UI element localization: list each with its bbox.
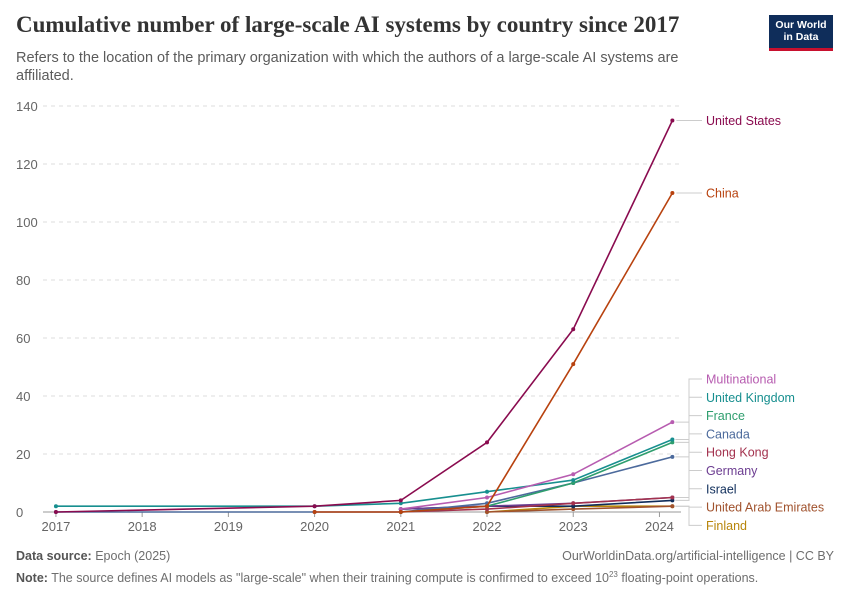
data-point	[485, 507, 490, 512]
y-axis: 0 20 40 60 80 100 120 140	[16, 99, 38, 520]
data-point	[53, 510, 58, 514]
gridlines	[43, 105, 681, 455]
data-point	[571, 501, 576, 506]
data-point	[571, 478, 576, 483]
chart-subtitle: Refers to the location of the primary or…	[16, 50, 679, 84]
y-tick-label: 40	[16, 389, 30, 404]
label-connector	[675, 505, 702, 526]
footer-url[interactable]: OurWorldinData.org/artificial-intelligen…	[562, 549, 834, 563]
series-label: Finland	[706, 519, 747, 533]
data-point	[485, 495, 490, 500]
data-point	[670, 191, 675, 195]
note-text: The source defines AI models as "large-s…	[51, 571, 609, 586]
data-point	[398, 510, 403, 514]
series-label: Hong Kong	[706, 446, 769, 460]
x-tick-label: 2024	[645, 519, 674, 534]
y-tick-label: 140	[16, 99, 38, 114]
x-tick-label: 2023	[559, 519, 588, 534]
source-text: Epoch (2025)	[95, 549, 171, 563]
data-point	[670, 498, 675, 503]
source-label: Data source:	[16, 549, 92, 563]
note-label: Note:	[16, 571, 48, 586]
data-point	[312, 510, 317, 514]
series-line	[55, 456, 673, 513]
x-tick-label: 2018	[128, 519, 157, 534]
y-tick-label: 0	[16, 505, 23, 520]
label-connector	[675, 470, 702, 498]
owid-logo[interactable]: Our World in Data	[769, 15, 833, 51]
series-label: Multinational	[706, 373, 776, 387]
series-label: Germany	[706, 464, 758, 478]
data-point	[571, 481, 576, 485]
note-exponent: 23	[608, 570, 618, 579]
data-point	[398, 501, 403, 506]
data-point	[571, 507, 576, 512]
series-label: China	[706, 187, 739, 201]
chart-title: Cumulative number of large-scale AI syst…	[16, 12, 680, 37]
series-line	[400, 496, 673, 513]
x-tick-label: 2020	[300, 519, 329, 534]
series-line	[400, 441, 673, 513]
data-point	[53, 504, 58, 509]
data-point	[571, 504, 576, 509]
data-point	[571, 472, 576, 477]
data-source: Data source: Epoch (2025)	[16, 549, 170, 563]
label-connector	[675, 415, 702, 443]
data-point	[485, 504, 490, 509]
logo-line-1: Our World	[775, 19, 827, 31]
data-point	[670, 118, 675, 123]
x-tick-label: 2019	[214, 519, 243, 534]
data-point	[670, 420, 675, 425]
data-point	[485, 440, 490, 445]
series-line	[55, 438, 673, 507]
footnote: Note: The source defines AI models as "l…	[16, 570, 758, 585]
series-label: France	[706, 409, 745, 423]
series-label: Canada	[706, 427, 750, 441]
label-connector	[675, 488, 702, 501]
series-line	[400, 421, 673, 510]
data-point	[571, 362, 576, 367]
data-point	[312, 504, 317, 509]
data-point	[398, 498, 403, 503]
x-tick-label: 2021	[386, 519, 415, 534]
x-tick-label: 2017	[41, 519, 70, 534]
series-lines	[53, 118, 675, 514]
data-point	[670, 495, 675, 500]
data-point	[670, 504, 675, 509]
y-tick-label: 120	[16, 157, 38, 172]
data-point	[485, 510, 490, 514]
series-labels: United States China Multinational United Ki…	[675, 114, 824, 533]
label-connector	[675, 433, 702, 458]
data-point	[670, 437, 675, 442]
series-label: United Arab Emirates	[706, 501, 824, 515]
data-point	[670, 440, 675, 445]
data-point	[398, 507, 403, 512]
y-tick-label: 20	[16, 447, 30, 462]
series-label: United Kingdom	[706, 391, 795, 405]
logo-line-2: in Data	[783, 31, 819, 43]
series-label: Israel	[706, 482, 737, 496]
y-tick-label: 60	[16, 331, 30, 346]
series-label: United States	[706, 114, 781, 128]
x-axis: 2017 2018 2019 2020 2021 2022 2023 2024	[41, 511, 681, 534]
y-tick-label: 80	[16, 273, 30, 288]
data-point	[670, 454, 675, 459]
y-tick-label: 100	[16, 215, 38, 230]
data-point	[485, 489, 490, 494]
note-tail: floating-point operations.	[617, 571, 759, 586]
x-tick-label: 2022	[473, 519, 502, 534]
series-line	[55, 120, 674, 513]
data-point	[571, 327, 576, 332]
